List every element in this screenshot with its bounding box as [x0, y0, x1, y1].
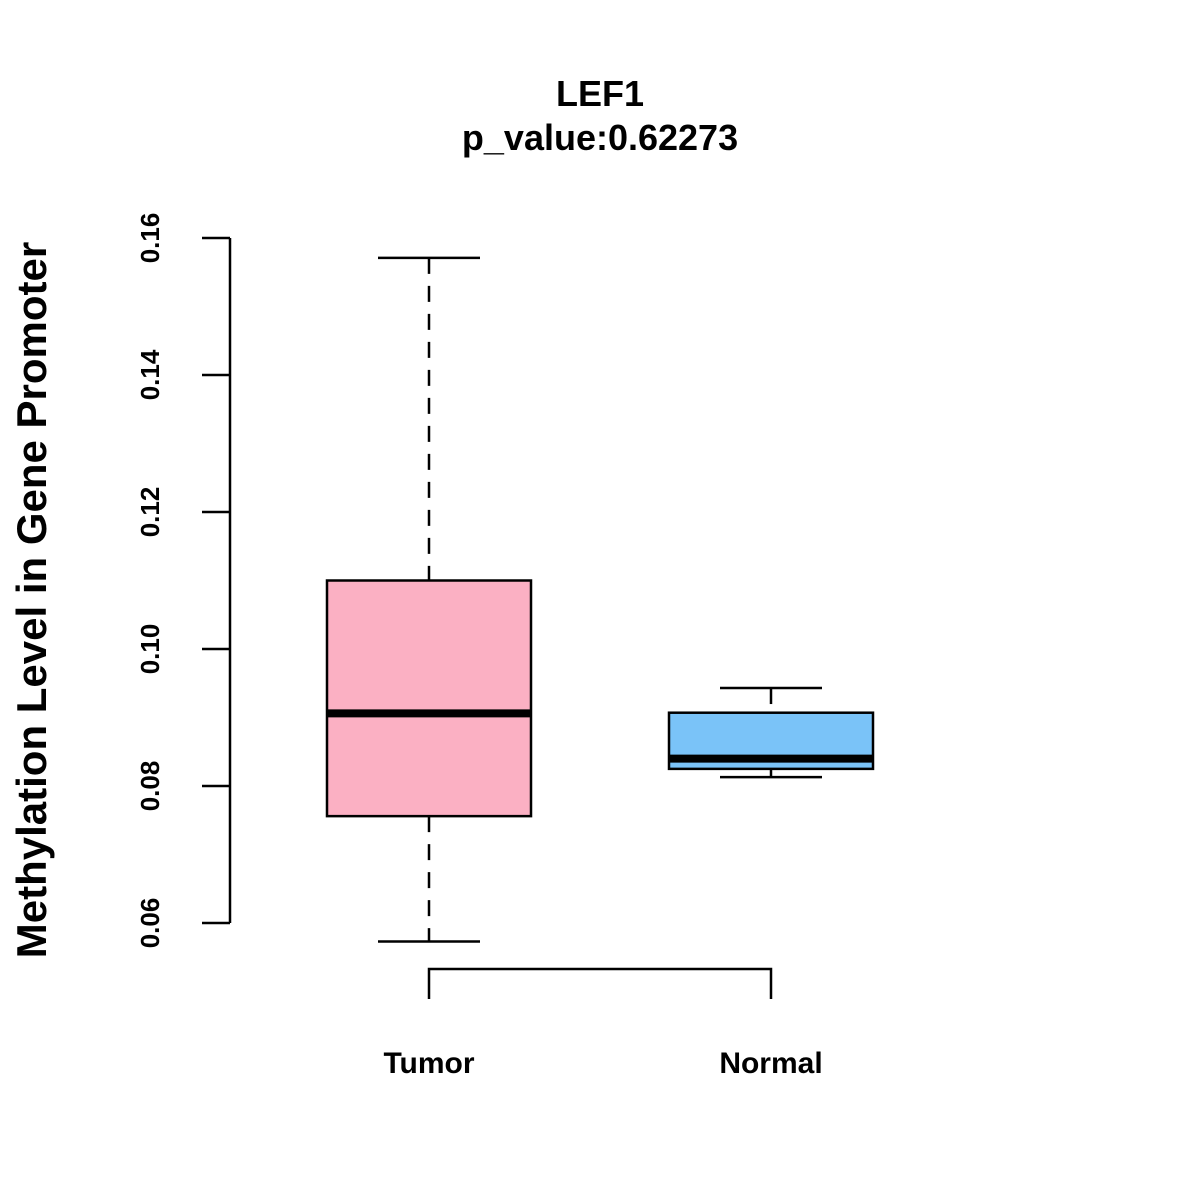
category-label-normal: Normal: [719, 1047, 822, 1080]
y-tick-label: 0.06: [135, 898, 165, 949]
y-axis: 0.06 0.08 0.10 0.12 0.14 0.16: [135, 213, 232, 949]
category-label-tumor: Tumor: [383, 1047, 474, 1080]
bracket-line: [427, 967, 773, 999]
boxes-group: [325, 256, 875, 943]
y-tick-label: 0.14: [135, 349, 165, 400]
box-tumor: [325, 256, 533, 943]
box-normal: [667, 686, 875, 779]
y-tick-label: 0.10: [135, 624, 165, 675]
y-tick-label: 0.12: [135, 487, 165, 538]
y-tick-label: 0.08: [135, 761, 165, 812]
y-tick-label: 0.16: [135, 213, 165, 264]
iqr-box: [325, 579, 533, 818]
y-axis-label: Methylation Level in Gene Promoter: [8, 242, 55, 958]
comparison-bracket: [427, 967, 773, 999]
chart-title: LEF1: [556, 73, 644, 114]
x-axis-labels: Tumor Normal: [383, 1047, 822, 1080]
chart-subtitle: p_value:0.62273: [462, 117, 738, 158]
